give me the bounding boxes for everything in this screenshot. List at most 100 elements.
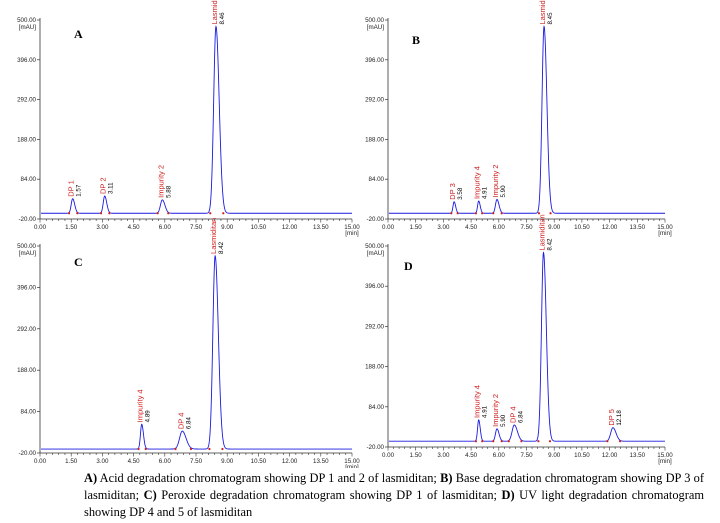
panel-b-peak-start-marker [450,212,453,215]
panel-a-peak-end-marker [108,212,111,215]
panel-c-peak-dp-4-name: DP 4 [176,413,185,430]
panel-d-x-tick-label: 12.00 [602,452,618,459]
panel-d-peak-dp-5-rt: 12.18 [616,410,623,426]
panel-d-peak-impurity-4-rt: 4.91 [482,405,489,418]
panel-c-peak-impurity-4-rt: 4.89 [145,410,152,423]
panel-d-x-tick-label: 0.00 [382,452,395,459]
panel-a-peak-impurity-2-name: Impurity 2 [156,165,165,198]
panel-b-peak-lasmiditan-name: Lasmiditan [538,0,547,25]
panel-b-trace [388,25,665,214]
panel-b-x-tick-label: 7.50 [520,224,533,231]
panel-a-x-tick-label: 1.50 [65,224,78,231]
panel-c-x-tick-label: 10.50 [251,458,267,465]
panel-c-peak-dp-4-rt: 6.84 [185,417,192,430]
panel-b-x-tick-label: 9.00 [548,224,561,231]
panel-b-peak-lasmiditan-rt: 8.45 [547,12,554,25]
panel-d-y-tick-label: 396.00 [365,283,384,290]
panel-a-y-tick-label: 396.00 [17,57,36,64]
panel-b-y-tick-label: 292.00 [365,97,384,104]
panel-c-trace [41,254,352,450]
panel-a-peak-lasmiditan-name: Lasmiditan [210,0,219,25]
panel-c-x-tick-label: 7.50 [190,458,203,465]
panel-d-peak-start-marker [606,440,609,443]
panel-c-x-tick-label: 4.50 [128,458,141,465]
panel-c-peak-lasmiditan-rt: 8.42 [218,241,225,254]
panel-d-y-tick-label: -20.00 [366,444,384,451]
panel-a-x-tick-label: 4.50 [128,224,141,231]
panel-c-x-unit: [min] [345,464,359,468]
panel-a-peak-dp-2-rt: 3.11 [108,182,115,194]
caption-b-text: Base degradation chromatogram showing DP… [84,471,704,502]
chromatogram-figure: 500.00 396.00 292.00 188.00 84.00 -20.00 [mAU]… [17,0,673,468]
panel-d-peak-dp-4-rt: 6.84 [517,410,524,423]
panel-b-peak-impurity-2-rt: 5.90 [500,185,507,198]
panel-a-peak-lasmiditan-rt: 8.46 [219,12,226,25]
panel-a-peak-start-marker [67,212,71,215]
panel-a-peak-dp-1-name: DP 1 [67,180,76,197]
panel-d-x-tick-label: 15.00 [657,452,673,459]
panel-c-peak-lasmiditan-name: Lasmiditan [209,218,218,254]
panel-a-peak-end-marker [167,212,170,215]
panel-c-y-tick-label: 500.00 [17,243,36,250]
panel-b-y-tick-label: 396.00 [365,57,384,64]
panel-d-peak-start-marker [474,440,478,443]
panel-a-peak-start-marker [209,212,212,215]
panel-c-peak-start-marker [137,447,140,451]
panel-b-y-tick-label: 188.00 [365,136,384,143]
panel-d-trace [388,251,665,442]
panel-c-peak-end-marker [189,447,193,451]
panel-a-peak-start-marker [156,212,159,215]
panel-d-x-tick-label: 6.00 [493,452,506,459]
caption-c-key: C) [143,488,157,502]
panel-a-trace [41,25,352,214]
panel-c-peak-end-marker [221,447,224,451]
panel-c-x-tick-label: 13.50 [313,458,329,465]
panel-c-peak-impurity-4-name: Impurity 4 [136,389,145,422]
panel-b-x-tick-label: 1.50 [410,224,423,231]
panel-b-x-tick-label: 0.00 [382,224,395,231]
panel-a-y-tick-label: -20.00 [18,216,36,223]
panel-b-y-tick-label: 500.00 [365,17,384,24]
panel-c-y-tick-label: -20.00 [18,450,36,457]
panel-c-x-tick-label: 3.00 [96,458,109,465]
panel-d-y-unit: [mAU] [367,250,384,257]
panel-d-y-tick-label: 500.00 [365,243,384,250]
panel-d-peak-start-marker [492,440,495,443]
panel-b-x-tick-label: 3.00 [437,224,450,231]
panel-b-x-tick-label: 12.00 [602,224,618,231]
panel-d-label: D [404,259,413,273]
panel-d-peak-start-marker [507,440,510,443]
panel-d-x-unit: [min] [658,458,672,465]
panel-a-y-tick-label: 188.00 [17,136,36,143]
panel-a-peak-dp-2-name: DP 2 [99,177,108,194]
panel-d-peak-end-marker [520,440,523,443]
panel-b-x-tick-label: 6.00 [493,224,506,231]
panel-d-peak-end-marker [548,440,552,443]
panel-c-y-unit: [mAU] [19,250,36,257]
figure-caption: A) Acid degradation chromatogram showing… [84,470,704,521]
panel-a-x-tick-label: 15.00 [344,224,360,231]
panel-b-y-unit: [mAU] [367,24,384,31]
panel-d-peak-end-marker [481,440,484,443]
panel-c-x-tick-label: 6.00 [159,458,172,465]
panel-a-peak-end-marker [222,212,225,215]
panel-b-peak-impurity-4-rt: 4.91 [482,186,489,199]
panel-a-x-tick-label: 12.00 [282,224,298,231]
panel-b-peak-end-marker [481,212,484,215]
panel-d-x-tick-label: 7.50 [520,452,533,459]
panel-d-x-tick-label: 3.00 [437,452,450,459]
caption-d-key: D) [501,488,515,502]
panel-d-y-tick-label: 188.00 [365,364,384,371]
panel-c-label: C [74,255,83,269]
panel-a-y-unit: [mAU] [19,24,36,31]
caption-a-text: Acid degradation chromatogram showing DP… [97,471,441,485]
panel-d-y-tick-label: 292.00 [365,323,384,330]
panel-d-peak-end-marker [618,440,622,443]
panel-a-x-tick-label: 10.50 [251,224,267,231]
panel-d-peak-start-marker [537,440,540,443]
caption-c-text: Peroxide degradation chromatogram showin… [156,488,502,502]
panel-a-label: A [74,27,83,41]
panel-b-x-tick-label: 13.50 [630,224,646,231]
panel-a-y-tick-label: 84.00 [21,176,37,183]
panel-b-x-tick-label: 10.50 [574,224,590,231]
